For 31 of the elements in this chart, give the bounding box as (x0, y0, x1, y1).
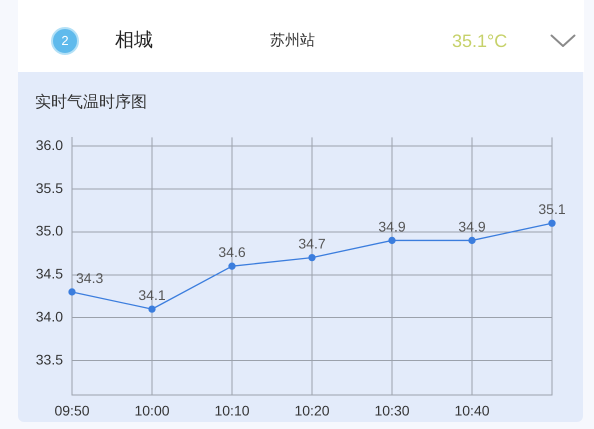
chart-title: 实时气温时序图 (35, 93, 147, 113)
data-label: 34.3 (76, 270, 104, 286)
point (228, 262, 236, 270)
text: 2 (61, 33, 69, 48)
y-tick-label: 34.5 (36, 266, 64, 282)
text: 35.1°C (452, 30, 508, 52)
point (68, 288, 76, 296)
x-tick-label: 10:10 (214, 402, 250, 418)
point (308, 254, 316, 262)
x-tick-label: 10:00 (134, 402, 170, 418)
data-label: 34.7 (298, 235, 326, 252)
data-label: 34.6 (218, 244, 246, 260)
y-tick-label: 35.0 (36, 222, 64, 239)
text: 苏州站 (270, 31, 315, 51)
x-tick-label: 10:40 (454, 402, 490, 418)
point (468, 236, 476, 244)
point (388, 236, 396, 244)
text: 相城 (115, 29, 153, 53)
point (148, 305, 156, 313)
x-tick-label: 09:50 (54, 402, 90, 418)
data-label: 35.1 (538, 201, 566, 218)
y-tick-label: 34.0 (36, 308, 64, 325)
y-tick-label: 33.5 (36, 352, 64, 368)
data-label: 34.9 (378, 218, 406, 234)
data-label: 34.9 (458, 218, 486, 234)
point (548, 220, 556, 227)
x-tick-label: 10:30 (374, 402, 410, 418)
y-tick-label: 35.5 (36, 180, 64, 196)
y-tick-label: 36.0 (36, 136, 64, 153)
data-label: 34.1 (138, 286, 166, 303)
x-tick-label: 10:20 (294, 402, 330, 418)
